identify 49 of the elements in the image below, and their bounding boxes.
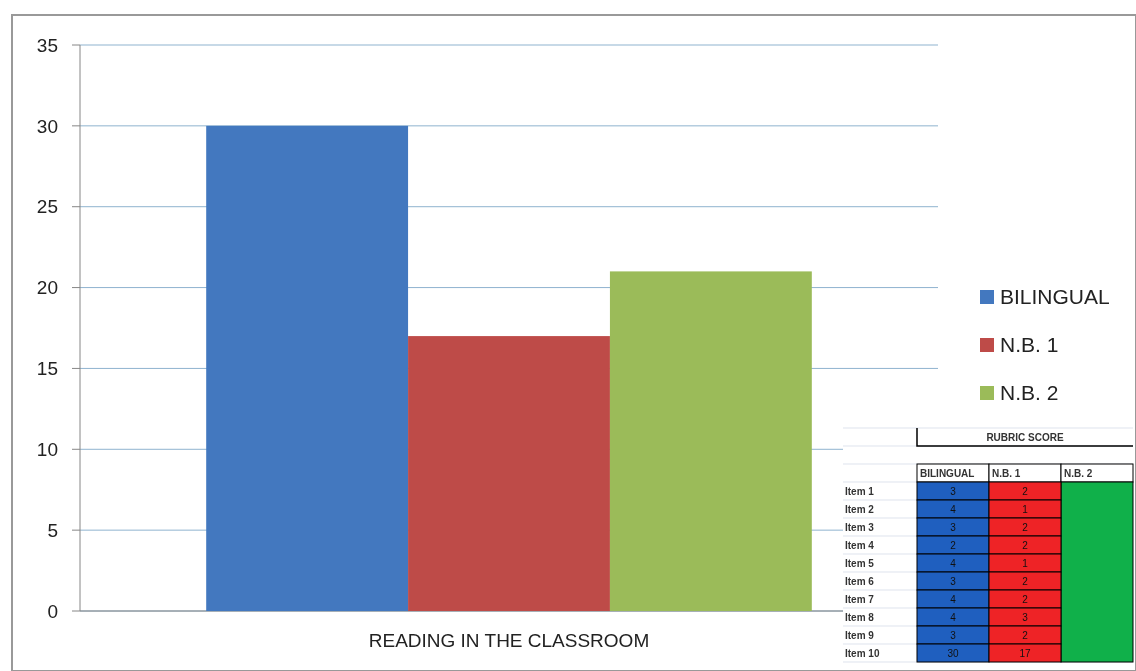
bar [609,271,812,611]
y-tick-label: 35 [36,34,58,56]
data-label: 2 [1022,539,1029,551]
y-tick-label: Item 2 [845,503,875,515]
data-label: 2 [1022,629,1029,641]
chart-title: RUBRIC SCORE [986,431,1064,443]
data-label: 2 [1022,593,1029,605]
data-label: 3 [950,485,957,497]
y-tick-label: Item 10 [845,647,880,659]
data-label: 30 [947,647,959,659]
y-tick-label: Item 7 [845,593,875,605]
data-label: 17 [1019,647,1031,659]
data-label: 2 [1022,575,1029,587]
y-tick-label: Item 4 [845,539,875,551]
bar [206,125,409,611]
data-label: 1 [1022,503,1029,515]
y-tick-label: 5 [47,519,58,541]
y-tick-label: Item 9 [845,629,875,641]
data-label: 1 [1022,557,1029,569]
legend-label: BILINGUAL [1000,285,1110,309]
y-tick-label: 10 [36,438,58,460]
y-tick-label: 25 [36,196,58,218]
y-tick-label: 15 [36,358,58,380]
data-label: 4 [950,593,957,605]
y-tick-label: 0 [47,600,58,622]
y-tick-label: Item 8 [845,611,875,623]
y-tick-label: 20 [36,277,58,299]
x-tick-label: READING IN THE CLASSROOM [368,630,650,651]
x-tick-label: BILINGUAL [920,467,975,479]
y-tick-label: Item 3 [845,521,875,533]
y-tick-label: Item 1 [845,485,875,497]
legend-label: N.B. 1 [1000,333,1059,357]
data-label: 4 [950,611,957,623]
data-label: 4 [950,503,957,515]
data-label: 3 [1022,611,1029,623]
y-tick-label: Item 6 [845,575,875,587]
legend-label: N.B. 2 [1000,381,1059,405]
bar [408,336,610,611]
data-label: 4 [950,557,957,569]
y-tick-label: 30 [36,115,58,137]
y-tick-label: Item 5 [845,557,875,569]
data-label: 3 [950,629,957,641]
data-label: 3 [950,521,957,533]
x-tick-label: N.B. 1 [992,467,1021,479]
data-label: 3 [950,575,957,587]
data-label: 2 [1022,485,1029,497]
data-label: 2 [950,539,957,551]
x-tick-label: N.B. 2 [1064,467,1093,479]
data-label: 2 [1022,521,1029,533]
